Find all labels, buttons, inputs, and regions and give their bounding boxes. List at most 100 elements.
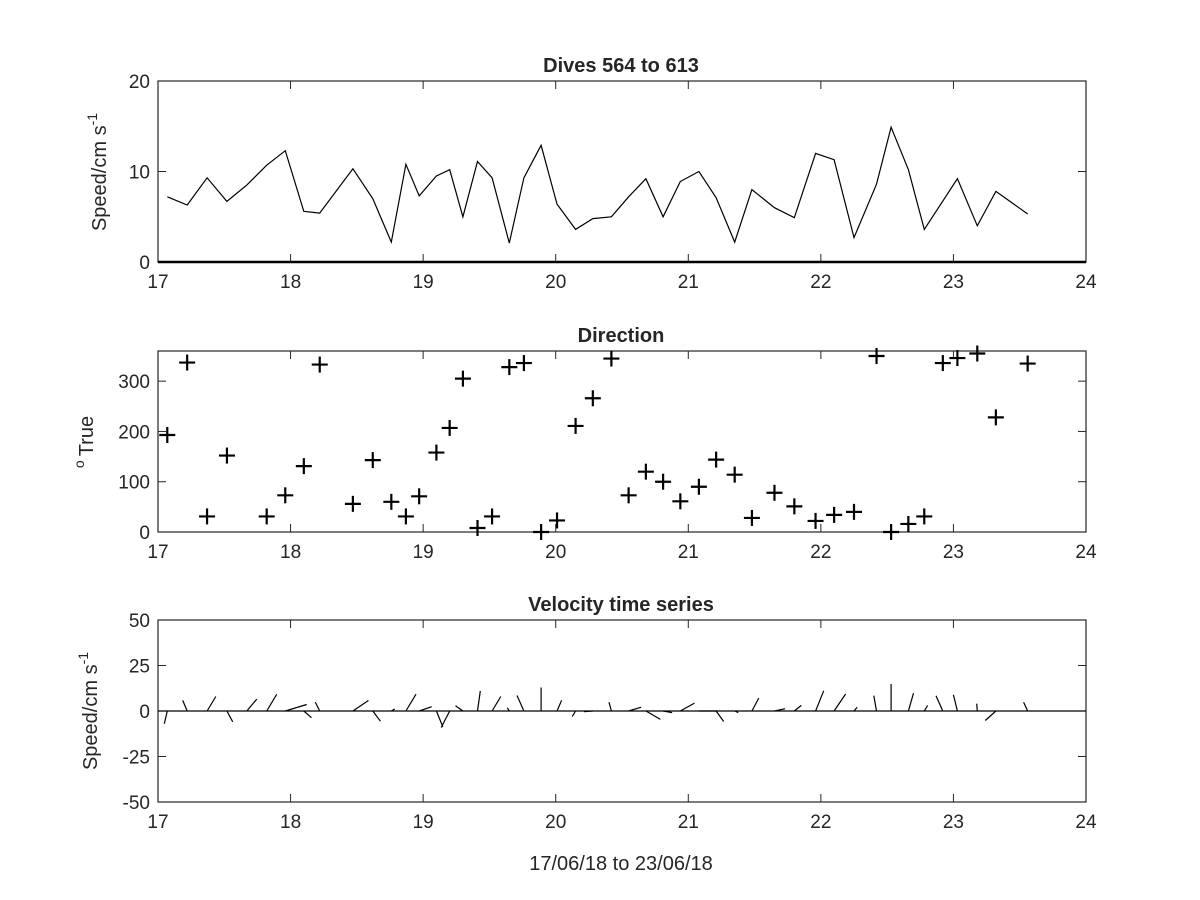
velocity-stick — [774, 708, 786, 712]
direction-point — [344, 495, 361, 512]
speed-x-tick-label: 21 — [678, 272, 699, 293]
direction-y-axis-label: oTrue — [71, 416, 98, 468]
velocity-stick — [715, 710, 725, 722]
direction-point — [533, 524, 550, 540]
velocity-stick — [571, 710, 577, 717]
velocity-stick — [976, 703, 978, 712]
velocity-x-tick-label: 24 — [1075, 812, 1097, 833]
direction-y-tick-label: 100 — [118, 473, 150, 494]
velocity-x-tick-label: 18 — [280, 812, 301, 833]
velocity-y-tick-label: -50 — [123, 793, 150, 814]
velocity-stick — [608, 702, 612, 712]
direction-point — [454, 370, 471, 387]
velocity-stick — [833, 693, 847, 712]
direction-x-tick-label: 17 — [147, 542, 168, 563]
velocity-x-tick-labels: 17 18 19 20 21 22 23 24 — [147, 812, 1097, 833]
velocity-x-tick-label: 23 — [943, 812, 964, 833]
direction-point — [549, 512, 566, 529]
direction-point — [786, 498, 803, 515]
speed-series-line — [167, 125, 1029, 245]
direction-x-tick-label: 22 — [810, 542, 831, 563]
direction-point — [501, 359, 518, 376]
velocity-panel: Velocity time series 17 18 19 20 21 22 23 24 -5… — [75, 594, 1097, 875]
velocity-x-tick-label: 19 — [413, 812, 434, 833]
direction-point — [949, 350, 966, 367]
direction-y-axis-degree-mark: o — [71, 460, 87, 468]
direction-point — [743, 509, 760, 526]
velocity-stick — [246, 698, 258, 712]
velocity-x-tick-label: 17 — [147, 812, 168, 833]
direction-point — [584, 390, 601, 407]
velocity-stick — [853, 706, 858, 712]
velocity-stick — [391, 708, 396, 712]
velocity-y-axis-label: Speed/cm s-1 — [75, 652, 102, 770]
velocity-stick — [182, 700, 188, 712]
velocity-stick — [680, 702, 695, 712]
direction-point — [655, 473, 672, 490]
direction-point — [846, 503, 862, 520]
direction-point — [469, 519, 486, 536]
direction-y-tick-label: 300 — [118, 372, 150, 393]
direction-point — [218, 447, 235, 464]
velocity-y-tick-labels: -50 -25 0 25 50 — [123, 611, 150, 814]
velocity-stick — [405, 693, 417, 712]
speed-panel-title: Dives 564 to 613 — [543, 55, 699, 77]
velocity-x-tick-label: 21 — [678, 812, 699, 833]
velocity-stick — [645, 710, 661, 720]
velocity-stick — [285, 703, 307, 712]
velocity-y-tick-label: 0 — [139, 702, 150, 723]
direction-point — [159, 426, 176, 443]
speed-y-axis-label: Speed/cm s-1 — [84, 113, 111, 231]
direction-plot-area — [157, 345, 1087, 540]
velocity-stick — [163, 710, 168, 724]
speed-panel-axes-box — [157, 80, 1087, 263]
direction-point — [987, 409, 1004, 426]
direction-point — [428, 444, 445, 461]
direction-point — [603, 350, 620, 367]
velocity-stick — [923, 705, 929, 712]
velocity-stick — [440, 710, 451, 728]
speed-x-tick-labels: 17 18 19 20 21 22 23 24 — [147, 272, 1097, 293]
velocity-plot-area — [157, 619, 1087, 803]
direction-point — [277, 487, 294, 504]
direction-point — [726, 466, 743, 483]
velocity-stick — [907, 693, 915, 712]
direction-panel-axes-box — [157, 350, 1087, 533]
direction-x-tick-labels: 17 18 19 20 21 22 23 24 — [147, 542, 1097, 563]
direction-x-tick-label: 19 — [413, 542, 434, 563]
direction-point — [620, 487, 637, 504]
direction-x-tick-label: 21 — [678, 542, 699, 563]
direction-point — [766, 484, 783, 501]
velocity-x-tick-label: 20 — [545, 812, 566, 833]
speed-y-tick-label: 20 — [129, 72, 150, 93]
direction-point — [484, 508, 501, 525]
velocity-stick — [303, 710, 312, 719]
direction-point — [868, 348, 885, 365]
velocity-stick — [935, 695, 944, 712]
direction-point — [179, 354, 196, 371]
speed-plot-area — [157, 80, 1087, 264]
x-axis-label: 17/06/18 to 23/06/18 — [529, 853, 713, 875]
direction-point — [411, 488, 428, 505]
direction-x-tick-label: 20 — [545, 542, 566, 563]
direction-point — [515, 355, 532, 372]
direction-x-tick-label: 18 — [280, 542, 301, 563]
speed-x-tick-label: 22 — [810, 272, 831, 293]
speed-y-tick-label: 10 — [129, 163, 150, 184]
speed-x-tick-label: 23 — [943, 272, 964, 293]
speed-y-tick-label: 0 — [139, 253, 150, 274]
velocity-stick — [584, 710, 593, 713]
velocity-stick — [455, 705, 464, 712]
direction-panel: Direction 17 18 19 20 21 22 23 24 0 100 200 300 oT… — [71, 325, 1097, 563]
direction-y-tick-labels: 0 100 200 300 — [118, 372, 150, 544]
direction-point — [397, 508, 414, 525]
velocity-stick — [476, 690, 481, 712]
speed-y-tick-labels: 0 10 20 — [129, 72, 150, 274]
velocity-stick — [206, 696, 217, 712]
velocity-stick — [419, 706, 432, 712]
direction-point — [883, 524, 900, 540]
speed-x-tick-label: 18 — [280, 272, 301, 293]
speed-x-tick-label: 17 — [147, 272, 168, 293]
velocity-stick — [314, 701, 321, 712]
